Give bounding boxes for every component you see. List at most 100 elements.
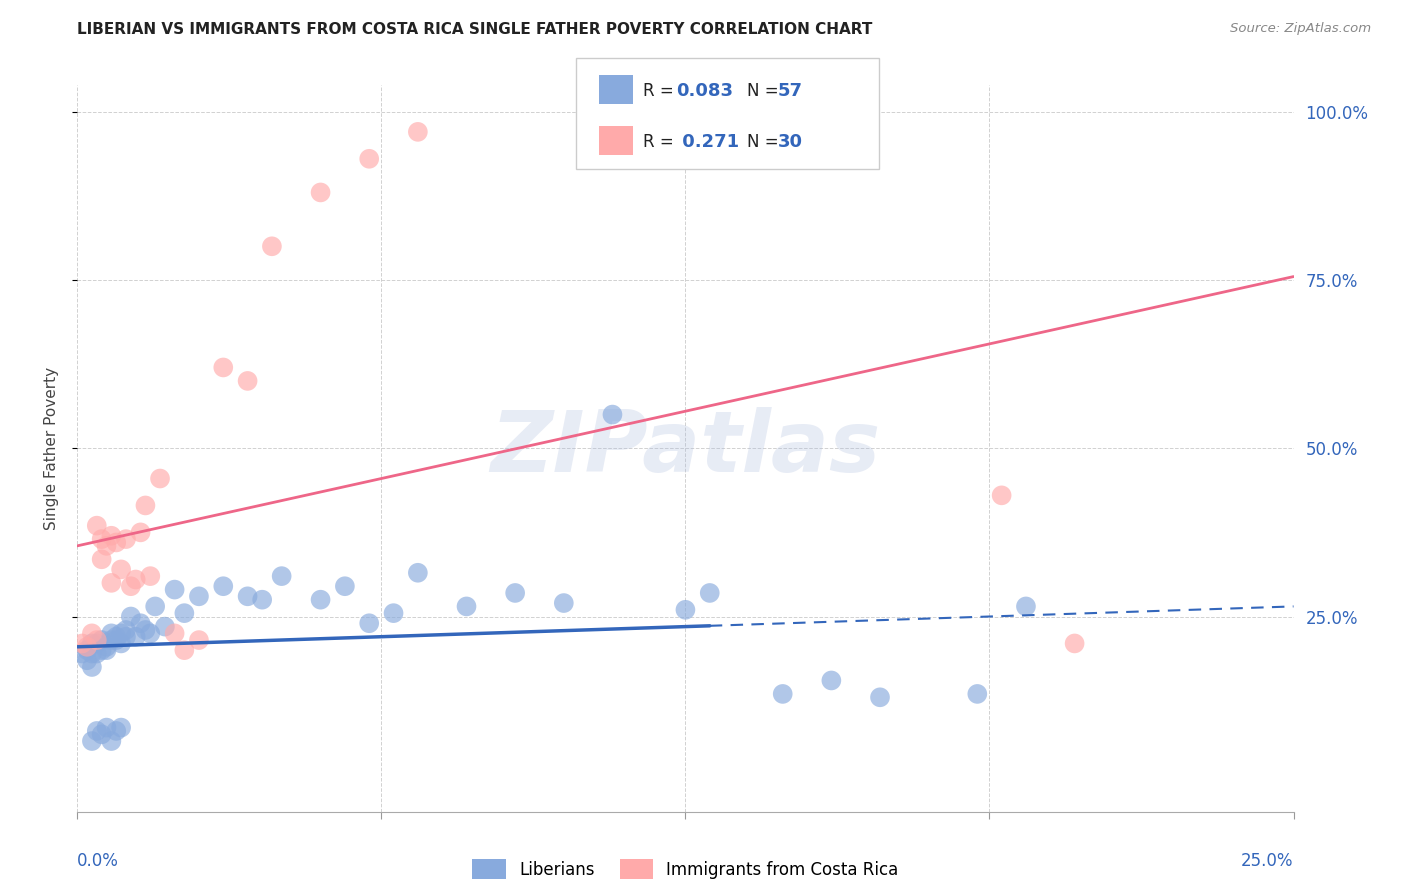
Point: [173, 643, 195, 657]
Point: [406, 125, 429, 139]
Point: [236, 590, 259, 604]
Point: [90, 552, 112, 566]
Point: [359, 616, 381, 631]
Point: [134, 499, 156, 513]
Point: [236, 374, 259, 388]
Point: [70, 636, 93, 650]
Point: [90, 727, 112, 741]
Point: [333, 579, 356, 593]
Point: [80, 636, 103, 650]
Point: [990, 488, 1012, 502]
Point: [602, 408, 624, 422]
Point: [250, 592, 273, 607]
Point: [86, 647, 108, 661]
Point: [86, 723, 108, 738]
Point: [100, 633, 122, 648]
Point: [105, 723, 128, 738]
Point: [699, 586, 721, 600]
Point: [90, 643, 112, 657]
Text: ZIPatlas: ZIPatlas: [491, 407, 880, 490]
Text: 0.083: 0.083: [676, 82, 734, 100]
Point: [76, 640, 98, 654]
Point: [96, 643, 118, 657]
Point: [675, 603, 697, 617]
Text: 25.0%: 25.0%: [1241, 852, 1294, 870]
Point: [163, 626, 186, 640]
Point: [382, 606, 405, 620]
Point: [125, 573, 148, 587]
Point: [90, 532, 112, 546]
Point: [86, 633, 108, 648]
Point: [270, 569, 292, 583]
Point: [149, 471, 172, 485]
Point: [153, 619, 176, 633]
Point: [120, 609, 142, 624]
Point: [1015, 599, 1038, 614]
Point: [115, 532, 138, 546]
Point: [96, 539, 118, 553]
Point: [309, 186, 332, 200]
Point: [188, 590, 211, 604]
Point: [139, 569, 162, 583]
Point: [100, 529, 122, 543]
Point: [86, 518, 108, 533]
Point: [212, 579, 235, 593]
Text: 57: 57: [778, 82, 803, 100]
Point: [869, 690, 891, 705]
Point: [188, 633, 211, 648]
Point: [100, 734, 122, 748]
Point: [96, 721, 118, 735]
Point: [80, 660, 103, 674]
Point: [80, 734, 103, 748]
Point: [143, 599, 166, 614]
Point: [1063, 636, 1085, 650]
Point: [129, 525, 152, 540]
Text: 0.271: 0.271: [676, 134, 740, 152]
Point: [173, 606, 195, 620]
Point: [70, 647, 93, 661]
Point: [105, 535, 128, 549]
Point: [772, 687, 794, 701]
Point: [76, 653, 98, 667]
Point: [553, 596, 575, 610]
Legend: Liberians, Immigrants from Costa Rica: Liberians, Immigrants from Costa Rica: [464, 851, 907, 887]
Point: [100, 575, 122, 590]
Point: [359, 152, 381, 166]
Y-axis label: Single Father Poverty: Single Father Poverty: [44, 367, 59, 530]
Point: [110, 626, 132, 640]
Point: [212, 360, 235, 375]
Point: [86, 636, 108, 650]
Point: [115, 630, 138, 644]
Point: [309, 592, 332, 607]
Text: R =: R =: [643, 134, 679, 152]
Point: [105, 630, 128, 644]
Point: [80, 626, 103, 640]
Point: [406, 566, 429, 580]
Point: [125, 630, 148, 644]
Text: Source: ZipAtlas.com: Source: ZipAtlas.com: [1230, 22, 1371, 36]
Point: [105, 633, 128, 648]
Point: [100, 626, 122, 640]
Point: [129, 616, 152, 631]
Point: [76, 643, 98, 657]
Text: LIBERIAN VS IMMIGRANTS FROM COSTA RICA SINGLE FATHER POVERTY CORRELATION CHART: LIBERIAN VS IMMIGRANTS FROM COSTA RICA S…: [77, 22, 873, 37]
Text: N =: N =: [747, 82, 783, 100]
Point: [503, 586, 526, 600]
Text: N =: N =: [747, 134, 783, 152]
Point: [134, 623, 156, 637]
Point: [110, 636, 132, 650]
Text: 30: 30: [778, 134, 803, 152]
Point: [80, 647, 103, 661]
Point: [260, 239, 283, 253]
Point: [110, 562, 132, 576]
Text: R =: R =: [643, 82, 679, 100]
Point: [139, 626, 162, 640]
Point: [115, 623, 138, 637]
Point: [456, 599, 478, 614]
Text: 0.0%: 0.0%: [77, 852, 120, 870]
Point: [90, 633, 112, 648]
Point: [966, 687, 988, 701]
Point: [110, 721, 132, 735]
Point: [820, 673, 842, 688]
Point: [120, 579, 142, 593]
